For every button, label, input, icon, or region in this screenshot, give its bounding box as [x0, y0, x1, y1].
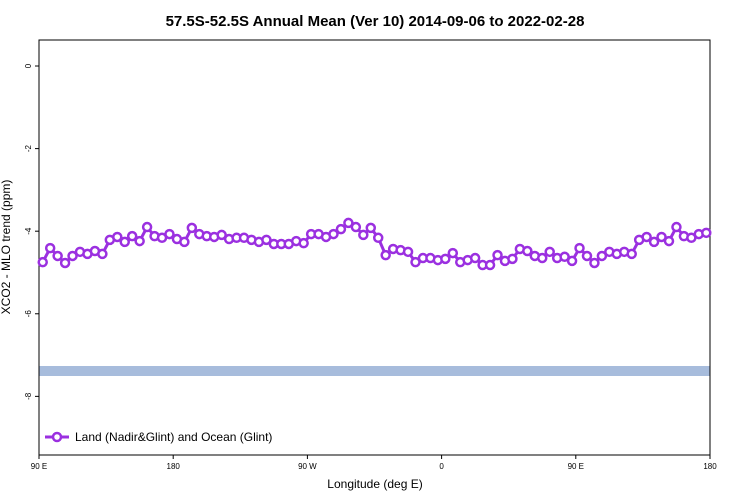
point — [358, 229, 369, 241]
point — [574, 242, 585, 254]
point — [52, 250, 63, 262]
plot-frame — [38, 39, 711, 456]
chart-title: 57.5S-52.5S Annual Mean (Ver 10) 2014-09… — [166, 13, 585, 30]
x-tick-label: 90 E — [31, 462, 47, 471]
point — [537, 252, 548, 264]
point — [656, 231, 667, 243]
point — [141, 221, 153, 233]
point — [365, 222, 377, 234]
x-axis-label: Longitude (deg E) — [327, 477, 422, 491]
point — [380, 249, 391, 261]
y-axis-label: XCO2 - MLO trend (ppm) — [0, 180, 13, 315]
y-tick-label: -4 — [24, 227, 33, 235]
point — [447, 247, 459, 259]
point — [298, 237, 309, 249]
point — [581, 250, 593, 262]
point — [335, 223, 347, 235]
x-tick-label: 180 — [167, 462, 181, 471]
point — [126, 230, 138, 242]
legend-marker — [51, 431, 63, 443]
point — [492, 249, 503, 261]
point — [261, 234, 272, 246]
point — [119, 236, 130, 248]
point — [37, 256, 48, 268]
point — [484, 259, 496, 271]
point — [402, 246, 414, 258]
point — [701, 227, 712, 239]
point — [343, 217, 354, 229]
point — [648, 236, 660, 248]
point — [544, 246, 555, 258]
x-tick-label: 0 — [439, 462, 444, 471]
y-tick-label: -2 — [24, 145, 33, 153]
point — [626, 248, 637, 260]
y-tick-label: -8 — [24, 392, 33, 400]
point — [59, 257, 71, 269]
point — [596, 250, 608, 262]
point — [44, 242, 56, 254]
point — [350, 221, 362, 233]
point — [671, 221, 682, 233]
point — [641, 231, 652, 243]
coverage-band — [39, 366, 710, 376]
point — [112, 231, 123, 243]
point — [410, 256, 421, 268]
point — [216, 229, 227, 241]
point — [469, 252, 481, 264]
point — [67, 250, 78, 262]
legend-label: Land (Nadir&Glint) and Ocean (Glint) — [75, 430, 272, 444]
point — [507, 253, 518, 265]
point — [522, 245, 533, 257]
point — [440, 253, 451, 265]
point — [372, 232, 384, 244]
point — [164, 228, 175, 240]
point — [559, 251, 570, 263]
point — [589, 257, 600, 269]
x-tick-label: 90 E — [568, 462, 584, 471]
point — [566, 255, 578, 267]
y-tick-label: -6 — [24, 310, 33, 318]
x-tick-label: 180 — [703, 462, 717, 471]
point — [97, 248, 108, 260]
y-tick-label: 0 — [24, 63, 33, 68]
point — [186, 222, 198, 234]
point — [328, 228, 339, 240]
point — [663, 235, 675, 247]
point — [134, 235, 145, 247]
x-tick-label: 90 W — [298, 462, 317, 471]
point — [179, 236, 190, 248]
